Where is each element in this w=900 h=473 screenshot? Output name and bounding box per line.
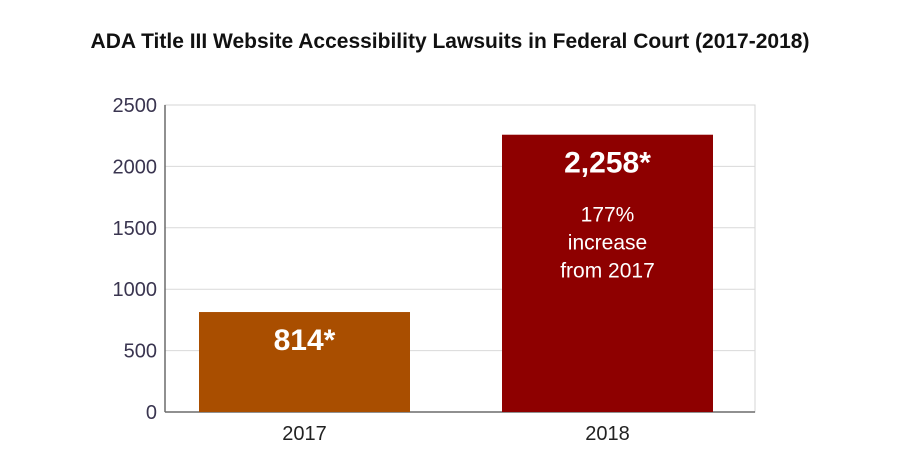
y-tick-label-2500: 2500 <box>113 95 158 117</box>
x-tick-label-2018: 2018 <box>585 423 630 445</box>
y-tick-label-2000: 2000 <box>113 156 158 178</box>
bar-annotation-2018-line-2: increase <box>568 232 647 255</box>
y-tick-label-1500: 1500 <box>113 218 158 240</box>
y-tick-label-1000: 1000 <box>113 279 158 301</box>
bar-annotation-2018-line-1: 177% <box>581 204 635 227</box>
bar-value-label-2018: 2,258* <box>564 147 651 180</box>
x-tick-label-2017: 2017 <box>282 423 327 445</box>
y-tick-label-500: 500 <box>124 341 157 363</box>
bar-value-label-2017: 814* <box>274 324 336 357</box>
bar-2017 <box>199 312 410 412</box>
bar-annotation-2018-line-3: from 2017 <box>560 260 655 283</box>
bar-2018 <box>502 134 713 413</box>
y-tick-label-0: 0 <box>146 402 157 424</box>
chart-title: ADA Title III Website Accessibility Laws… <box>90 30 810 53</box>
